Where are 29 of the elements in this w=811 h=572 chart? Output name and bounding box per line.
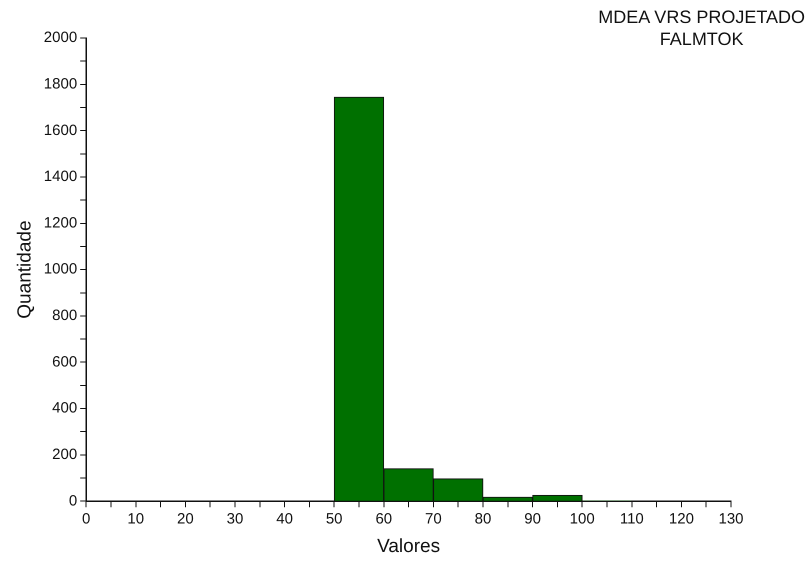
y-axis-title: Quantidade [14, 220, 36, 319]
y-tick-label: 0 [68, 492, 78, 510]
x-tick-label: 50 [326, 510, 343, 528]
y-tick-label: 200 [52, 446, 78, 464]
y-tick-label: 1400 [44, 168, 78, 186]
y-tick-label: 400 [52, 400, 78, 417]
x-tick-label: 120 [668, 510, 694, 528]
y-tick-label: 1000 [44, 260, 78, 278]
x-tick-label: 80 [474, 510, 492, 528]
x-tick-label: 60 [375, 510, 392, 528]
x-tick-label: 100 [570, 510, 595, 528]
y-tick-label: 800 [52, 307, 78, 324]
x-tick-label: 130 [718, 510, 744, 528]
x-tick-label: 10 [127, 510, 144, 528]
y-tick-label: 1600 [44, 122, 78, 139]
x-tick-label: 0 [82, 510, 90, 528]
x-axis-title: Valores [377, 536, 440, 557]
x-tick-label: 90 [524, 510, 541, 528]
x-tick-label: 110 [620, 510, 644, 528]
x-tick-label: 70 [425, 510, 442, 528]
y-tick-label: 1800 [44, 75, 78, 92]
chart-subtitle: FALMTOK [658, 28, 744, 50]
x-tick-label: 30 [226, 510, 244, 528]
x-tick-label: 20 [177, 510, 194, 528]
y-tick-label: 1200 [44, 214, 78, 232]
y-tick-label: 2000 [44, 29, 78, 46]
y-tick-label: 600 [52, 353, 78, 370]
chart-title: MDEA VRS PROJETADO [598, 6, 805, 28]
x-tick-label: 40 [276, 510, 293, 528]
